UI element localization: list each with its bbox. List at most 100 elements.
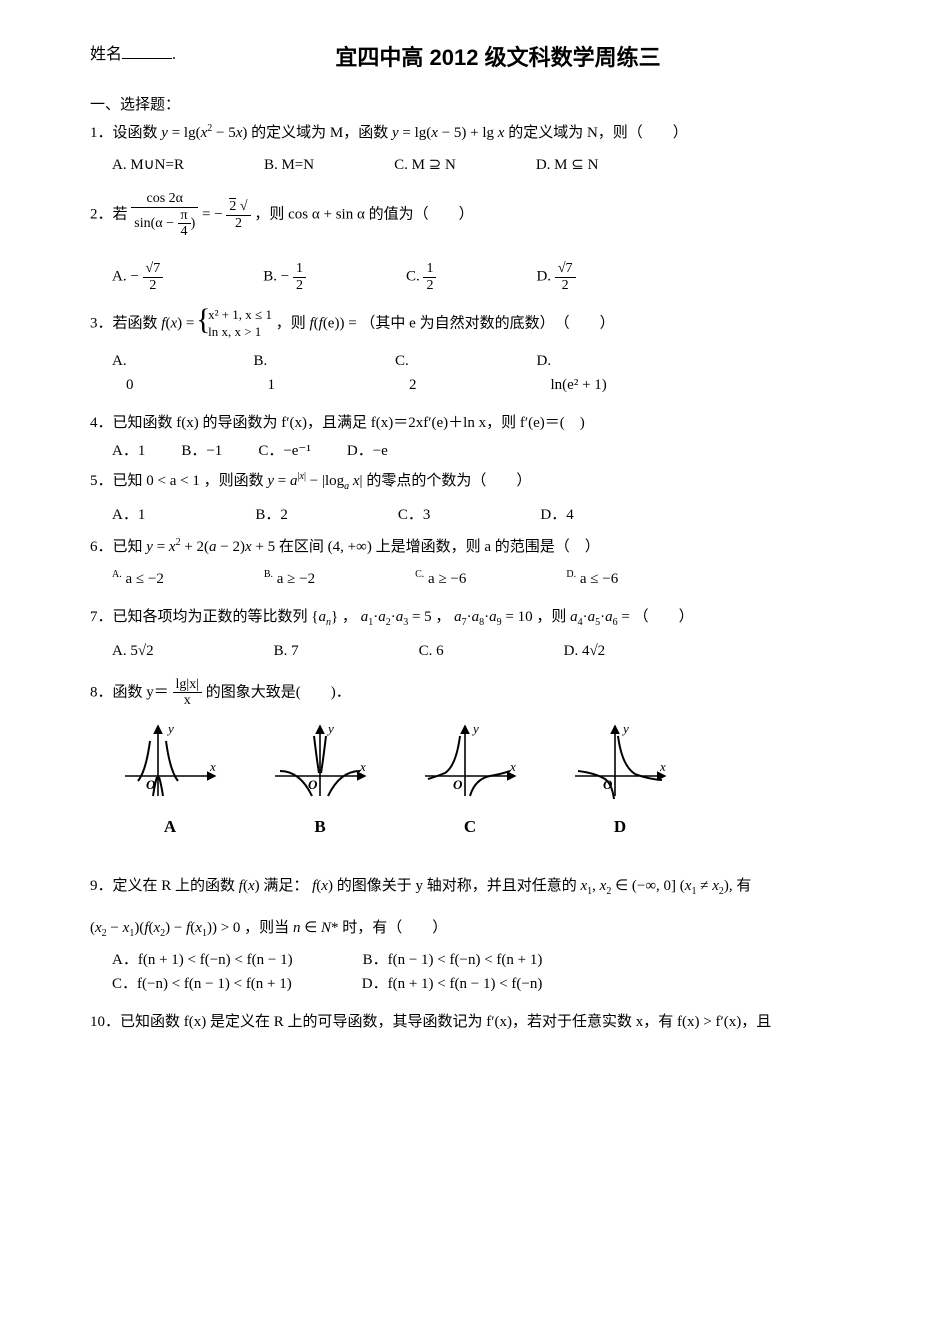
ax-y: y	[621, 721, 629, 736]
q7-B: B. 7	[274, 639, 299, 663]
ax-O: O	[308, 777, 318, 792]
q1-eq2: y = lg(x − 5) + lg x	[392, 125, 504, 141]
q8-label-A: A	[120, 813, 220, 840]
q8-svg-B: y x O	[270, 721, 370, 801]
q7-stem: 7．已知各项均为正数的等比数列 {an} ， a1·a2·a3 = 5 ， a7…	[90, 605, 860, 631]
name-text: 姓名	[90, 46, 122, 63]
q9-n: n ∈ N*	[293, 920, 339, 936]
q8-d: x	[173, 693, 203, 708]
q6-B-l: B.	[264, 569, 273, 580]
q9-D: D．f(n + 1) < f(n − 1) < f(−n)	[362, 972, 543, 996]
q5-options: A．1 B．2 C．3 D．4	[112, 503, 860, 527]
q2-A-d: 2	[143, 278, 164, 293]
q3-C-v: 2	[409, 373, 417, 397]
q8-stem: 8．函数 y＝ lg|x| x 的图象大致是( )．	[90, 677, 860, 709]
ax-y: y	[471, 721, 479, 736]
q2-B: B. − 12	[263, 261, 306, 293]
q5-A: A．1	[112, 503, 145, 527]
q9-b: 满足：	[263, 878, 308, 894]
q3-options: A.0 B.1 C.2 D.ln(e² + 1)	[112, 349, 860, 397]
q2-C-d: 2	[423, 278, 436, 293]
question-5: 5．已知 0 < a < 1 ，则函数 y = a|x| − |loga x| …	[90, 469, 860, 527]
q2-pi4: π4	[178, 208, 191, 240]
q6-int: (4, +∞)	[328, 539, 372, 555]
q5-cond: 0 < a < 1	[146, 473, 200, 489]
q5-B: B．2	[255, 503, 288, 527]
q5-stem: 5．已知 0 < a < 1 ，则函数 y = a|x| − |loga x| …	[90, 469, 860, 495]
q9-fx: f(x)	[239, 878, 260, 894]
q5-expr: y = a|x| − |loga x|	[267, 473, 362, 489]
q2-C: C. 12	[406, 261, 437, 293]
q2-D-pre: D.	[536, 269, 554, 285]
q9-fx2: f(x)	[312, 878, 333, 894]
q3-stem: 3．若函数 f(x) = x² + 1, x ≤ 1 ln x, x > 1 ，…	[90, 307, 860, 341]
q6-C: C. a ≥ −6	[415, 567, 466, 591]
q1-b: 的定义域为 N，则（ ）	[508, 125, 688, 141]
q2-C-pre: C.	[406, 269, 424, 285]
ax-y: y	[166, 721, 174, 736]
q3-pw2: ln x, x > 1	[208, 324, 272, 341]
q6-B-v: a ≥ −2	[277, 571, 315, 587]
q5-C: C．3	[398, 503, 431, 527]
q2-D: D. √72	[536, 261, 575, 293]
section-1-title: 一、选择题：	[90, 93, 860, 117]
q3-D-v: ln(e² + 1)	[551, 373, 607, 397]
q4-B: B．−1	[181, 439, 222, 463]
q7-goal: a4·a5·a6 =	[570, 609, 633, 625]
q8-label-B: B	[270, 813, 370, 840]
q1-a: 1．设函数	[90, 125, 161, 141]
q9-stem-2: (x2 − x1)(f(x2) − f(x1)) > 0 ，则当 n ∈ N* …	[90, 916, 860, 942]
q8-graph-C: y x O C	[420, 721, 520, 840]
q2-lhs-d-o: sin(α −	[134, 216, 177, 231]
ax-O: O	[146, 777, 156, 792]
q8-svg-D: y x O	[570, 721, 670, 801]
q8-svg-A: y x O	[120, 721, 220, 801]
q2-D-d: 2	[555, 278, 576, 293]
q9-d: 有	[736, 878, 751, 894]
q8-frac: lg|x| x	[173, 677, 203, 709]
q1-C: C. M ⊇ N	[394, 153, 456, 177]
q4-A: A．1	[112, 439, 145, 463]
q8-b: 的图象大致是( )．	[206, 684, 351, 700]
header-row: 姓名. 宜四中高 2012 级文科数学周练三	[90, 40, 860, 75]
ax-x: x	[209, 759, 216, 774]
question-2: 2．若 cos 2α sin(α − π4) = − 2 √ 2 √2 ，则 c…	[90, 191, 860, 293]
q8-label-C: C	[420, 813, 520, 840]
q4-options: A．1 B．−1 C．−e⁻¹ D．−e	[112, 439, 860, 463]
q3-C-l: C.	[395, 349, 417, 373]
q3-A: A.0	[112, 349, 134, 397]
q8-n: lg|x|	[173, 677, 203, 693]
q6-A-l: A.	[112, 569, 122, 580]
q6-D-l: D.	[566, 569, 576, 580]
ax-y: y	[326, 721, 334, 736]
q3-a: 3．若函数	[90, 315, 161, 331]
q7-c1: a1·a2·a3 = 5	[361, 609, 432, 625]
q6-C-v: a ≥ −6	[428, 571, 466, 587]
q7-c2: a7·a8·a9 = 10	[454, 609, 532, 625]
ax-x: x	[659, 759, 666, 774]
q1-A: A. M∪N=R	[112, 153, 184, 177]
q2-rhs-d: 2	[226, 216, 250, 231]
q2-expr2: cos α + sin α	[288, 207, 365, 223]
q6-stem: 6．已知 y = x2 + 2(a − 2)x + 5 在区间 (4, +∞) …	[90, 535, 860, 559]
q8-label-D: D	[570, 813, 670, 840]
q1-B: B. M=N	[264, 153, 314, 177]
question-9: 9．定义在 R 上的函数 f(x) 满足： f(x) 的图像关于 y 轴对称，并…	[90, 874, 860, 996]
q7-b: ，	[342, 609, 357, 625]
q9-c: 的图像关于 y 轴对称，并且对任意的	[337, 878, 581, 894]
q6-options: A. a ≤ −2 B. a ≥ −2 C. a ≥ −6 D. a ≤ −6	[112, 567, 860, 591]
name-blank	[122, 44, 172, 59]
question-1: 1．设函数 y = lg(x2 − 5x) 的定义域为 M，函数 y = lg(…	[90, 121, 860, 177]
q4-D: D．−e	[347, 439, 388, 463]
q3-c: （其中 e 为自然对数的底数） （ ）	[360, 315, 614, 331]
q3-expr: f(f(e)) =	[309, 315, 360, 331]
page-title: 宜四中高 2012 级文科数学周练三	[216, 40, 780, 75]
q4-C: C．−e⁻¹	[258, 439, 311, 463]
q1-D: D. M ⊆ N	[536, 153, 599, 177]
q9-cond: (x2 − x1)(f(x2) − f(x1)) > 0	[90, 920, 240, 936]
q6-B: B. a ≥ −2	[264, 567, 315, 591]
q7-c: ，	[435, 609, 450, 625]
q1-options: A. M∪N=R B. M=N C. M ⊇ N D. M ⊆ N	[112, 153, 860, 177]
q6-e1: y = x2 + 2(a − 2)x + 5	[146, 539, 275, 555]
q3-C: C.2	[395, 349, 417, 397]
